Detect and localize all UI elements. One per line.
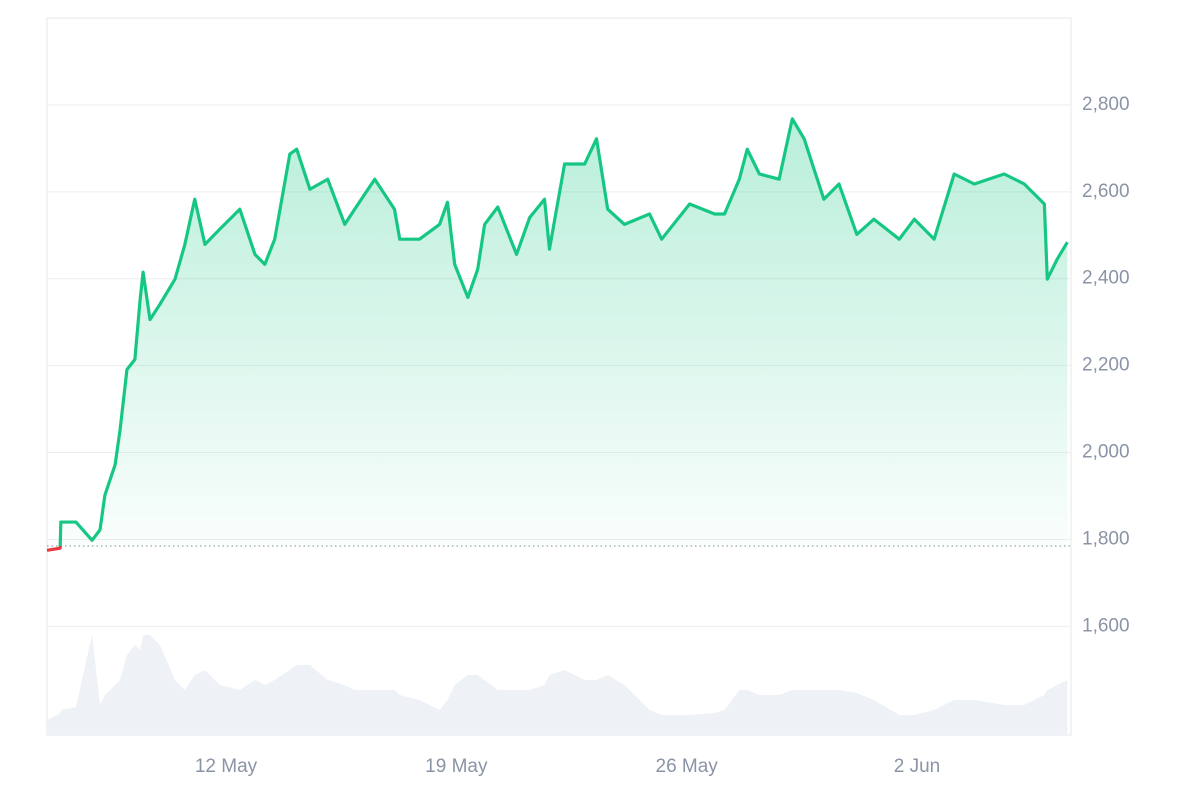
y-tick-label: 2,600 xyxy=(1082,181,1130,202)
x-tick-label: 2 Jun xyxy=(894,756,940,777)
x-tick-label: 19 May xyxy=(425,756,488,777)
price-area xyxy=(47,118,1068,551)
volume-area xyxy=(47,635,1068,735)
x-tick-label: 26 May xyxy=(656,756,719,777)
y-tick-label: 2,000 xyxy=(1082,442,1130,463)
y-tick-label: 2,200 xyxy=(1082,355,1130,376)
y-tick-label: 1,800 xyxy=(1082,528,1130,549)
y-tick-label: 2,400 xyxy=(1082,268,1130,289)
y-tick-label: 1,600 xyxy=(1082,615,1130,636)
price-line xyxy=(46,117,1069,552)
x-tick-label: 12 May xyxy=(195,756,258,777)
y-tick-label: 2,800 xyxy=(1082,94,1130,115)
